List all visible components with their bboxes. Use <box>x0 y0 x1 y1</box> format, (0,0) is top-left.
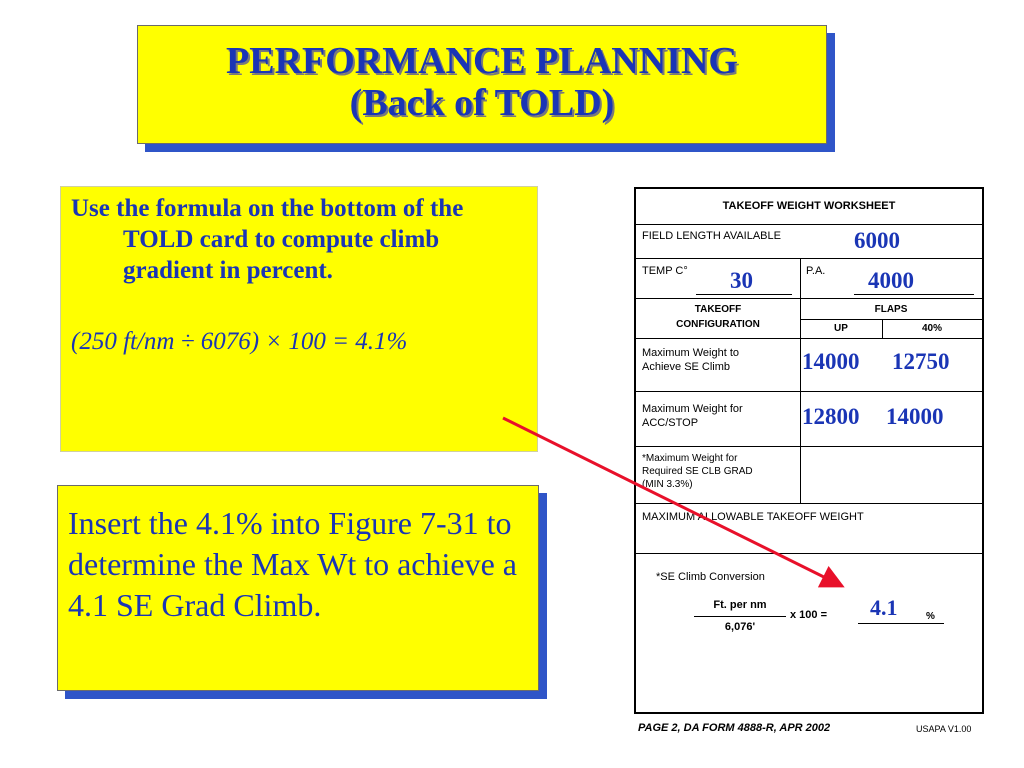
field-length-value: 6000 <box>854 228 900 253</box>
fraction-bar <box>694 616 786 617</box>
form-footer-left: PAGE 2, DA FORM 4888-R, APR 2002 <box>638 722 831 734</box>
config-label-2: CONFIGURATION <box>676 319 760 330</box>
se-grad-label-2: Required SE CLB GRAD <box>642 466 753 477</box>
pa-label: P.A. <box>806 265 826 277</box>
field-length-row: FIELD LENGTH AVAILABLE 6000 <box>636 224 982 259</box>
slide-title: PERFORMANCE PLANNING <box>226 40 738 82</box>
temp-divider <box>800 258 801 298</box>
config-divider <box>800 298 801 338</box>
acc-stop-row: Maximum Weight for ACC/STOP 12800 14000 <box>636 391 982 447</box>
field-length-label: FIELD LENGTH AVAILABLE <box>642 230 781 242</box>
acc-stop-40-value: 14000 <box>886 404 944 429</box>
takeoff-weight-worksheet: TAKEOFF WEIGHT WORKSHEET FIELD LENGTH AV… <box>634 187 984 714</box>
instruction-box: Use the formula on the bottom of the TOL… <box>60 186 538 452</box>
result-underline <box>858 623 944 624</box>
se-climb-40-value: 12750 <box>892 349 950 374</box>
title-box: PERFORMANCE PLANNING (Back of TOLD) <box>137 25 827 144</box>
se-grad-row: *Maximum Weight for Required SE CLB GRAD… <box>636 446 982 504</box>
acc-stop-divider <box>800 391 801 446</box>
temp-value: 30 <box>730 268 753 293</box>
config-header-row: TAKEOFF CONFIGURATION FLAPS UP 40% <box>636 298 982 339</box>
insert-note-box: Insert the 4.1% into Figure 7-31 to dete… <box>57 485 539 691</box>
acc-stop-up-value: 12800 <box>802 404 860 429</box>
form-footer-right: USAPA V1.00 <box>916 724 972 734</box>
se-grad-label-3: (MIN 3.3%) <box>642 479 693 490</box>
acc-stop-label-1: Maximum Weight for <box>642 403 743 415</box>
numerator: Ft. per nm <box>713 599 767 611</box>
conversion-result-value: 4.1 <box>870 595 898 620</box>
insert-note-text: Insert the 4.1% into Figure 7-31 to dete… <box>68 505 517 623</box>
se-climb-label-1: Maximum Weight to <box>642 347 739 359</box>
temp-underline <box>696 294 792 295</box>
pa-value: 4000 <box>868 268 914 293</box>
flaps-divider <box>882 319 883 338</box>
temp-pa-row: TEMP C° 30 P.A. 4000 <box>636 258 982 299</box>
worksheet-header-row: TAKEOFF WEIGHT WORKSHEET <box>636 189 982 225</box>
se-climb-row: Maximum Weight to Achieve SE Climb 14000… <box>636 338 982 392</box>
se-grad-divider <box>800 446 801 503</box>
se-climb-label-2: Achieve SE Climb <box>642 361 731 373</box>
se-climb-divider <box>800 338 801 391</box>
pa-underline <box>854 294 974 295</box>
conversion-label: *SE Climb Conversion <box>656 571 765 583</box>
config-label-1: TAKEOFF <box>694 304 742 315</box>
slide-subtitle: (Back of TOLD) <box>349 82 615 124</box>
flaps-40-label: 40% <box>921 323 942 334</box>
instruction-text: Use the formula on the bottom of the TOL… <box>71 195 464 284</box>
denominator: 6,076' <box>724 621 756 633</box>
percent-sign: % <box>926 611 935 622</box>
acc-stop-label-2: ACC/STOP <box>642 417 699 429</box>
formula-text: (250 ft/nm ÷ 6076) × 100 = 4.1% <box>71 328 408 355</box>
times-100: x 100 = <box>790 609 828 621</box>
flaps-label: FLAPS <box>874 304 908 315</box>
se-grad-label-1: *Maximum Weight for <box>642 453 738 464</box>
flaps-up-label: UP <box>834 323 848 334</box>
flaps-subline <box>800 319 982 320</box>
temp-label: TEMP C° <box>642 265 688 277</box>
se-climb-up-value: 14000 <box>802 349 860 374</box>
worksheet-header: TAKEOFF WEIGHT WORKSHEET <box>722 200 896 212</box>
